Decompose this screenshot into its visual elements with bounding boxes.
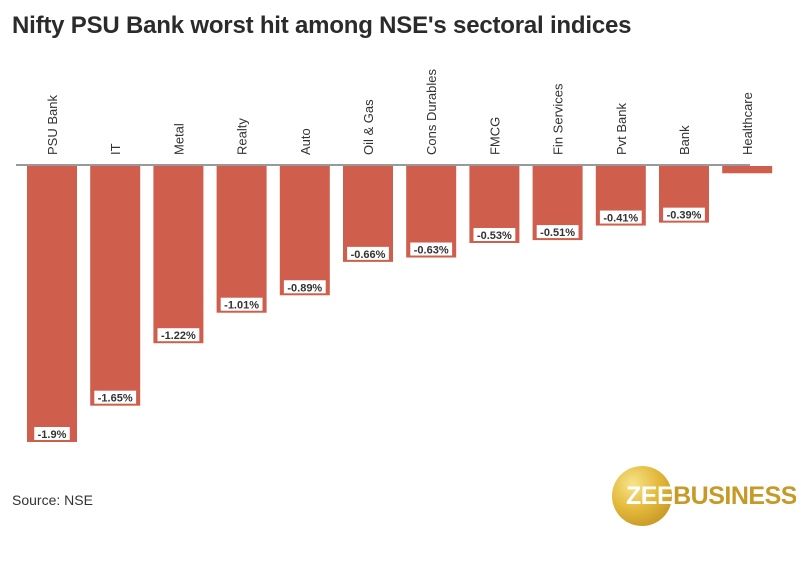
- chart-title: Nifty PSU Bank worst hit among NSE's sec…: [12, 12, 632, 39]
- data-label-bg-0: [34, 427, 70, 440]
- data-label-0: -1.9%: [38, 429, 67, 441]
- bar-3: [216, 166, 267, 313]
- source-note: Source: NSE: [12, 492, 93, 508]
- bar-0: [27, 166, 77, 442]
- category-label-7: FMCG: [487, 117, 502, 155]
- data-label-bg-9: [599, 210, 642, 224]
- category-label-4: Auto: [298, 128, 313, 155]
- category-label-6: Cons Durables: [424, 69, 439, 155]
- data-label-3: -1.01%: [224, 300, 259, 312]
- category-label-10: Bank: [677, 125, 692, 155]
- bar-5: [343, 166, 393, 262]
- category-label-9: Pvt Bank: [614, 102, 629, 155]
- logo-text-business: BUSINESS: [673, 482, 796, 510]
- category-label-1: IT: [108, 143, 123, 155]
- logo-text: ZEEBUSINESS: [626, 482, 796, 511]
- data-label-bg-3: [220, 297, 263, 311]
- category-label-8: Fin Services: [551, 83, 566, 155]
- data-label-bg-10: [663, 207, 705, 221]
- data-label-4: -0.89%: [287, 282, 322, 294]
- data-label-bg-8: [536, 225, 579, 239]
- bar-6: [406, 166, 457, 258]
- data-label-6: -0.63%: [414, 245, 449, 257]
- category-label-5: Oil & Gas: [361, 99, 376, 155]
- data-label-bg-6: [410, 242, 453, 256]
- bar-2: [153, 166, 204, 344]
- data-label-2: -1.22%: [161, 330, 196, 342]
- data-label-10: -0.39%: [667, 210, 702, 222]
- data-label-8: -0.51%: [540, 227, 575, 239]
- zee-business-logo: ZEEBUSINESS: [612, 466, 796, 530]
- data-label-7: -0.53%: [477, 230, 512, 242]
- category-label-2: Metal: [171, 123, 186, 155]
- data-label-bg-7: [473, 227, 516, 241]
- data-label-bg-1: [94, 390, 137, 404]
- data-label-bg-5: [347, 246, 389, 260]
- logo-text-zee: ZEE: [626, 482, 674, 510]
- data-label-1: -1.65%: [98, 393, 133, 405]
- category-label-11: Healthcare: [740, 92, 755, 155]
- data-label-bg-4: [283, 280, 326, 294]
- category-label-0: PSU Bank: [45, 95, 60, 155]
- bar-11: [722, 166, 773, 174]
- logo-gold-circle: [612, 466, 672, 526]
- category-label-3: Realty: [235, 118, 250, 155]
- bar-1: [90, 166, 141, 406]
- data-label-5: -0.66%: [351, 249, 386, 261]
- data-label-9: -0.41%: [603, 213, 638, 225]
- data-label-bg-2: [157, 328, 200, 342]
- bar-4: [279, 166, 330, 296]
